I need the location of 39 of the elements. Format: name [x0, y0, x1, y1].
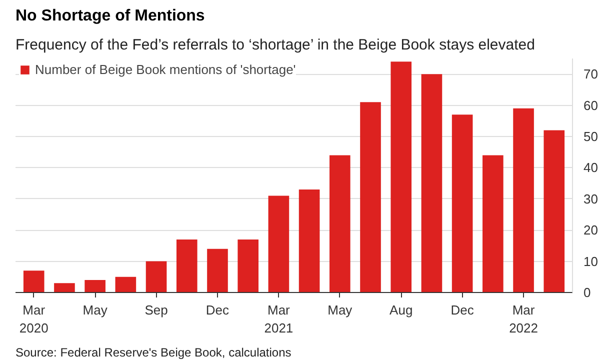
x-tick-label: Aug	[390, 302, 413, 318]
y-tick-label: 10	[584, 254, 598, 269]
x-tick-label: Mar 2022	[509, 302, 538, 336]
chart-title: No Shortage of Mentions	[16, 8, 205, 24]
y-tick-label: 50	[584, 129, 598, 144]
bar	[513, 108, 534, 292]
bar	[298, 190, 320, 292]
y-tick-label: 60	[584, 98, 598, 113]
bar	[54, 283, 75, 292]
bar	[115, 276, 136, 292]
bar	[452, 114, 473, 292]
bar	[421, 74, 442, 292]
y-tick-label: 20	[584, 222, 598, 238]
y-tick-label: 0	[584, 285, 591, 300]
bar	[84, 280, 106, 292]
y-tick-label: 70	[584, 66, 598, 82]
x-tick-label: Dec	[450, 302, 474, 318]
y-tick-label: 30	[584, 191, 598, 206]
x-tick-label: Mar 2021	[264, 302, 294, 336]
bar	[330, 155, 350, 292]
bar	[544, 130, 565, 292]
bar	[176, 239, 198, 292]
legend-label: Number of Beige Book mentions of 'shortage'	[35, 62, 296, 77]
bar	[23, 270, 44, 292]
bar	[390, 62, 412, 292]
bar	[360, 102, 381, 292]
bar	[268, 196, 290, 292]
bar	[207, 248, 228, 292]
x-tick-label: Mar 2020	[19, 302, 48, 336]
chart-subtitle: Frequency of the Fed’s referrals to ‘shortage’ in the Beige Book stays elevated	[16, 36, 535, 54]
x-tick-label: Sep	[144, 302, 168, 318]
x-tick-label: May	[82, 302, 108, 318]
bar	[238, 239, 258, 292]
y-tick-label: 40	[584, 160, 598, 176]
bar	[482, 155, 504, 292]
bar	[146, 261, 167, 292]
x-tick-label: Dec	[206, 302, 230, 318]
x-tick-label: May	[328, 302, 353, 318]
source-note: Source: Federal Reserve's Beige Book, calculations	[16, 346, 292, 360]
